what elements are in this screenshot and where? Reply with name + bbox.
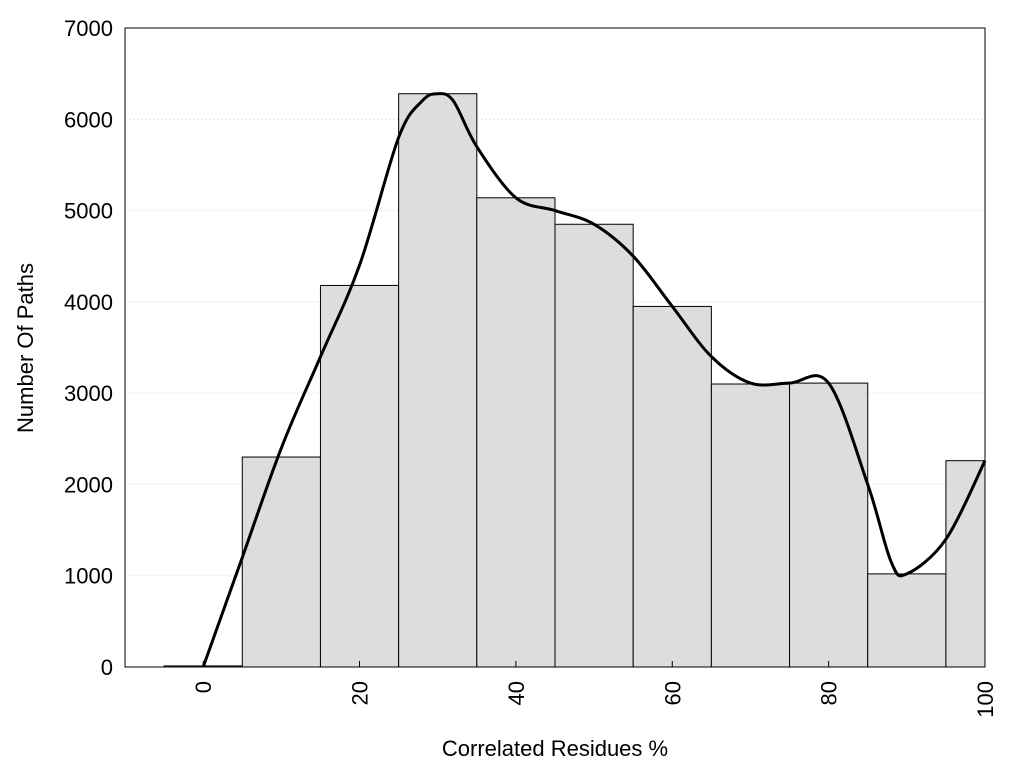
x-tick-label-0: 0 — [191, 681, 216, 693]
x-tick-label-20: 20 — [348, 681, 373, 705]
bar-40 — [476, 197, 556, 668]
bar-50 — [554, 223, 634, 668]
bar-10 — [241, 456, 321, 668]
x-tick-label-100: 100 — [973, 681, 998, 718]
bar-80 — [789, 382, 869, 668]
y-tick-label-5000: 5000 — [64, 199, 113, 224]
x-axis-label: Correlated Residues % — [442, 736, 668, 761]
bar-30 — [398, 93, 478, 668]
y-tick-label-7000: 7000 — [64, 16, 113, 41]
y-tick-label-0: 0 — [101, 655, 113, 680]
bar-90 — [867, 573, 947, 668]
plot-frame — [124, 27, 986, 668]
y-tick-label-2000: 2000 — [64, 472, 113, 497]
bar-20 — [319, 284, 400, 668]
histogram-bars — [163, 93, 986, 668]
y-tick-label-3000: 3000 — [64, 381, 113, 406]
x-tick-label-80: 80 — [817, 681, 842, 705]
x-tick-label-40: 40 — [504, 681, 529, 705]
bar-70 — [710, 383, 791, 668]
x-axis-ticks: 0 20 40 60 80 100 — [191, 661, 998, 718]
y-tick-label-1000: 1000 — [64, 564, 113, 589]
y-tick-label-4000: 4000 — [64, 290, 113, 315]
smoothed-curve — [201, 92, 987, 668]
bar-100 — [945, 460, 986, 668]
y-tick-label-6000: 6000 — [64, 107, 113, 132]
bar-60 — [632, 305, 712, 668]
x-tick-label-60: 60 — [660, 681, 685, 705]
y-axis-ticks: 0 1000 2000 3000 4000 5000 6000 7000 — [64, 16, 113, 680]
y-axis-label: Number Of Paths — [13, 263, 38, 433]
